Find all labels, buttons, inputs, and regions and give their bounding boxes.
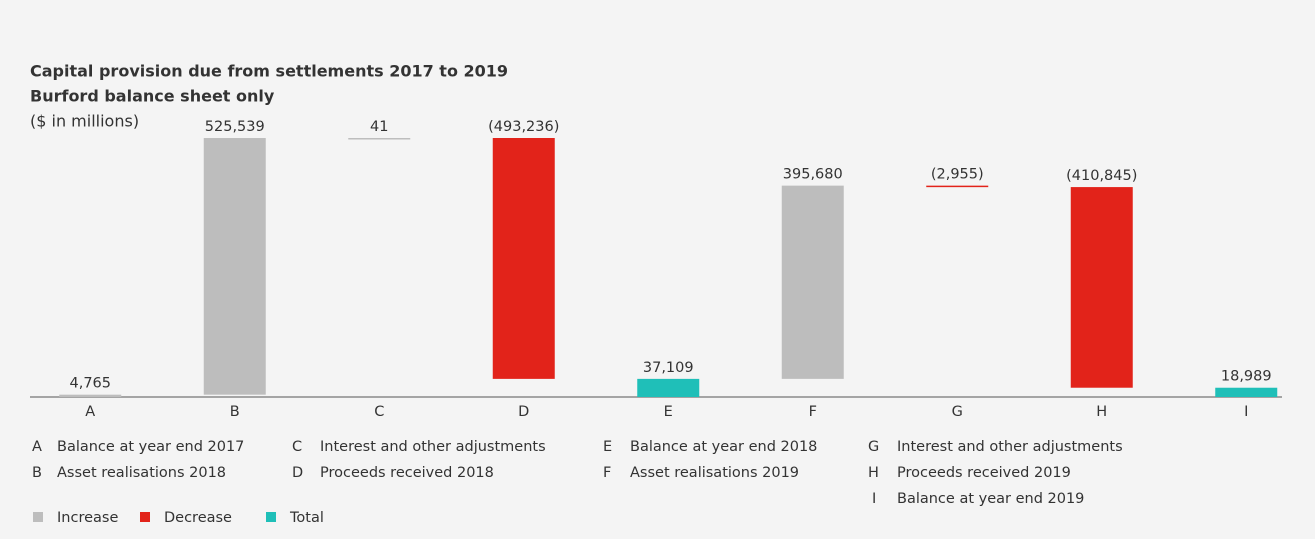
value-label: (2,955) (931, 167, 984, 183)
desc-text: Interest and other adjustments (320, 439, 546, 455)
legend-label: Decrease (164, 510, 232, 526)
value-label: 41 (370, 119, 388, 135)
desc-letter: A (32, 439, 42, 455)
bar (637, 378, 700, 397)
desc-text: Interest and other adjustments (897, 439, 1123, 455)
bar (203, 138, 266, 395)
desc-text: Asset realisations 2018 (57, 465, 226, 481)
desc-text: Proceeds received 2018 (320, 465, 494, 481)
chart-title: Capital provision due from settlements 2… (30, 62, 508, 81)
x-tick-label: E (664, 404, 673, 420)
bar (1215, 387, 1278, 397)
y-label: ($ in millions) (30, 112, 139, 131)
desc-letter: I (872, 491, 876, 507)
desc-text: Balance at year end 2019 (897, 491, 1084, 507)
x-tick-label: F (809, 404, 817, 420)
desc-letter: G (868, 439, 879, 455)
bar (348, 138, 411, 140)
value-label: 4,765 (69, 376, 111, 392)
desc-letter: F (603, 465, 611, 481)
bar (1070, 187, 1133, 388)
chart-subtitle: Burford balance sheet only (30, 87, 275, 106)
legend-label: Increase (57, 510, 118, 526)
x-tick-label: B (230, 404, 240, 420)
x-tick-label: A (85, 404, 95, 420)
desc-text: Balance at year end 2017 (57, 439, 244, 455)
value-label: 395,680 (783, 167, 843, 183)
bar (59, 394, 122, 397)
x-tick-label: C (374, 404, 384, 420)
legend-swatch (140, 512, 150, 522)
desc-text: Asset realisations 2019 (630, 465, 799, 481)
bar (781, 185, 844, 379)
x-tick-label: I (1244, 404, 1248, 420)
desc-letter: E (603, 439, 612, 455)
x-tick-label: D (518, 404, 529, 420)
value-label: 18,989 (1221, 369, 1272, 385)
bar (492, 138, 555, 379)
legend-label: Total (289, 510, 324, 526)
legend-swatch (266, 512, 276, 522)
value-label: 37,109 (643, 360, 694, 376)
desc-letter: D (292, 465, 303, 481)
bar (926, 185, 989, 188)
desc-letter: C (292, 439, 302, 455)
legend-swatch (33, 512, 43, 522)
desc-letter: H (868, 465, 879, 481)
desc-letter: B (32, 465, 42, 481)
x-tick-label: G (952, 404, 963, 420)
desc-text: Balance at year end 2018 (630, 439, 817, 455)
value-label: 525,539 (205, 119, 265, 135)
value-label: (493,236) (488, 119, 559, 135)
value-label: (410,845) (1066, 168, 1137, 184)
desc-text: Proceeds received 2019 (897, 465, 1071, 481)
x-tick-label: H (1096, 404, 1107, 420)
